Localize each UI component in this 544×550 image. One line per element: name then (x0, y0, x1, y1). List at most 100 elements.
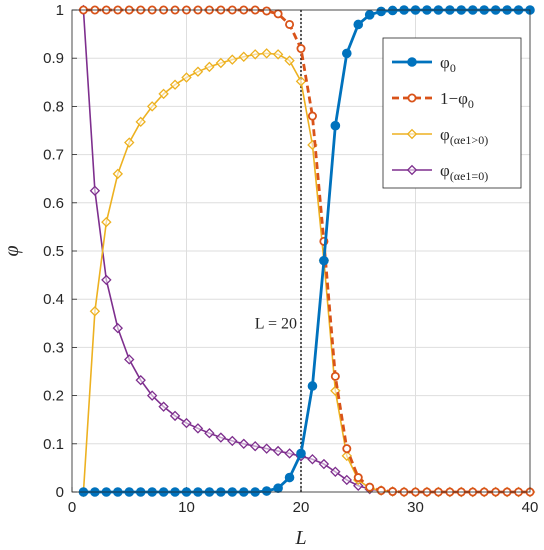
data-point (365, 482, 375, 492)
data-point (249, 49, 261, 60)
data-point (330, 120, 341, 131)
data-point (262, 6, 272, 16)
data-point (135, 116, 146, 128)
data-point (261, 443, 272, 454)
legend-label: φ(αe1=0) (440, 161, 488, 183)
y-tick-labels: 0 0.1 0.2 0.3 0.4 0.5 0.6 0.7 0.8 0.9 1 (43, 2, 64, 501)
legend: φ0 1−φ0 φ(αe1>0) φ(αe1=0) (382, 37, 522, 189)
legend-label: 1−φ0 (440, 89, 474, 111)
data-point (135, 374, 146, 386)
legend-entry: 1−φ0 (392, 89, 474, 111)
data-point (273, 9, 283, 19)
y-tick-label: 0.7 (43, 147, 64, 164)
data-point (261, 486, 272, 496)
data-point (341, 474, 353, 486)
data-point (89, 306, 101, 317)
data-point (307, 381, 318, 391)
data-point (158, 401, 169, 412)
data-point (101, 274, 112, 286)
data-point (204, 61, 215, 73)
x-tick-labels: 0 10 20 30 40 (68, 499, 539, 516)
data-point (387, 5, 398, 16)
y-tick-label: 0.9 (43, 50, 64, 67)
legend-label: φ(αe1>0) (440, 125, 488, 147)
annotation: L = 20 (255, 10, 302, 492)
annotation-label: L = 20 (255, 315, 297, 332)
data-point (295, 76, 307, 87)
y-axis-label: φ (1, 245, 23, 256)
x-tick-label: 30 (407, 499, 424, 516)
data-point (284, 448, 295, 459)
data-point (318, 458, 330, 470)
data-point (342, 444, 352, 454)
data-point (146, 390, 158, 401)
data-point (181, 72, 192, 83)
data-point (215, 432, 227, 443)
x-tick-label: 20 (293, 499, 310, 516)
data-point (249, 440, 261, 452)
data-point (406, 128, 418, 140)
x-tick-label: 40 (522, 499, 539, 516)
data-point (158, 88, 169, 100)
y-tick-label: 0.1 (43, 436, 64, 453)
data-point (406, 164, 418, 176)
data-point (342, 48, 352, 59)
data-point (261, 48, 272, 59)
data-point (353, 19, 364, 30)
data-point (227, 435, 238, 447)
data-point (296, 448, 306, 459)
data-point (273, 483, 283, 493)
legend-entry: φ(αe1>0) (392, 125, 488, 147)
y-tick-label: 0.2 (43, 388, 64, 405)
y-tick-label: 0 (56, 484, 64, 501)
data-point (284, 55, 295, 66)
data-point (112, 322, 124, 334)
data-point (307, 454, 318, 465)
data-point (215, 57, 227, 69)
data-point (284, 472, 295, 483)
legend-entry: φ(αe1=0) (392, 161, 488, 183)
data-point (388, 487, 398, 497)
legend-entry: φ0 (392, 53, 456, 75)
data-point (353, 480, 364, 491)
data-point (376, 6, 386, 17)
data-point (181, 417, 192, 429)
data-point (353, 473, 363, 483)
data-point (227, 54, 238, 65)
data-point (330, 466, 341, 477)
data-point (330, 371, 340, 381)
data-point (341, 450, 353, 462)
data-point (238, 51, 249, 62)
data-point (89, 185, 101, 196)
data-point (101, 216, 112, 228)
plot-frame (71, 9, 531, 493)
data-point (272, 445, 284, 457)
data-point (407, 57, 417, 67)
data-point (124, 354, 135, 365)
x-tick-label: 0 (68, 499, 76, 516)
data-point (192, 66, 204, 77)
data-point (376, 486, 386, 496)
y-tick-label: 0.3 (43, 339, 64, 356)
data-point (112, 168, 124, 180)
data-point (238, 438, 249, 450)
data-point (169, 410, 181, 422)
data-point (146, 101, 158, 112)
data-point (364, 10, 375, 20)
data-point (296, 44, 306, 54)
data-point (192, 423, 204, 434)
x-axis-label: L (294, 527, 306, 549)
data-point (169, 79, 181, 90)
data-point (407, 93, 417, 103)
y-tick-label: 0.8 (43, 98, 64, 115)
y-tick-label: 0.6 (43, 195, 64, 212)
y-tick-label: 0.4 (43, 291, 64, 308)
legend-label: φ0 (440, 53, 456, 75)
data-point (124, 137, 135, 148)
x-tick-label: 10 (178, 499, 195, 516)
data-point (272, 49, 284, 60)
data-point (307, 111, 317, 121)
data-point (319, 255, 329, 266)
y-tick-label: 0.5 (43, 243, 64, 260)
